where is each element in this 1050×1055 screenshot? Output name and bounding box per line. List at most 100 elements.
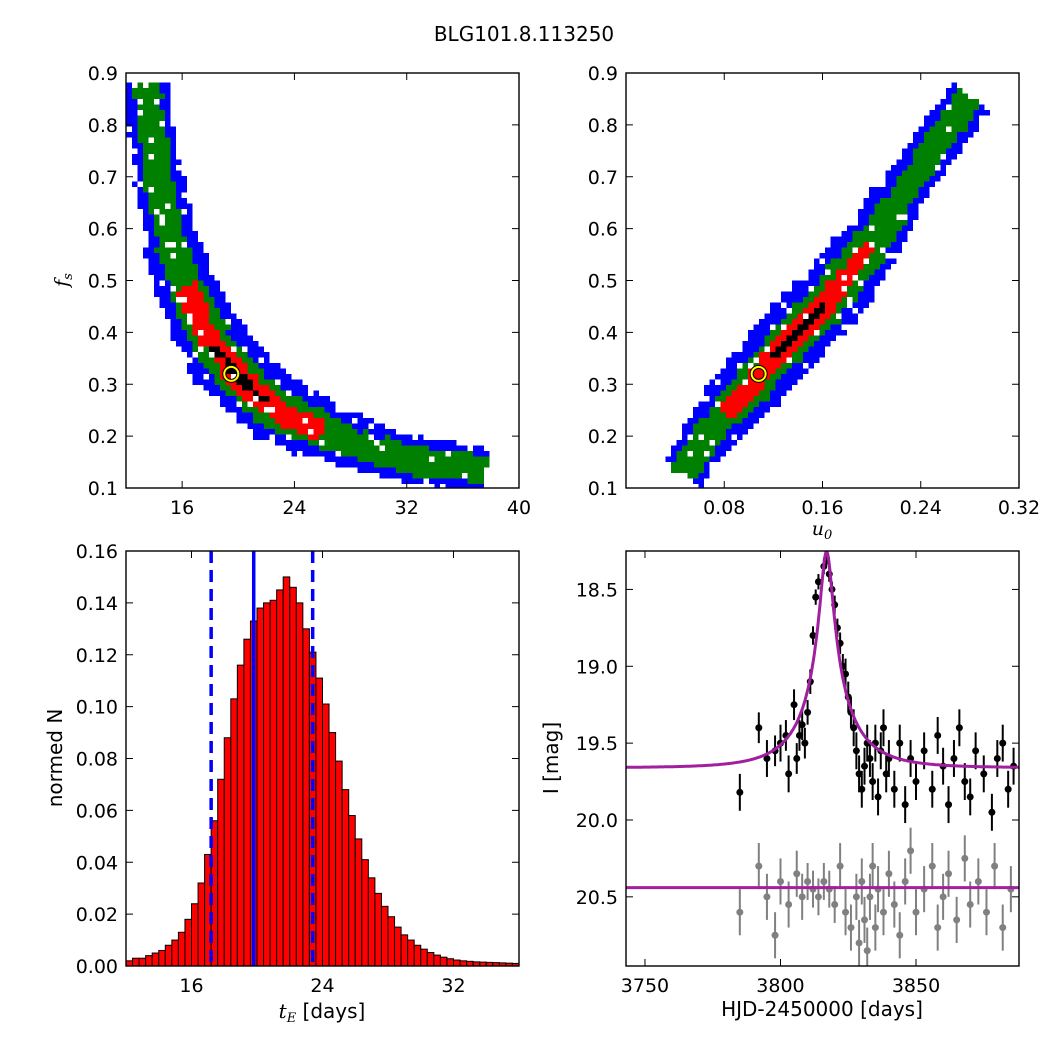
heatmap-cell (891, 198, 897, 204)
heatmap-cell (880, 275, 886, 281)
heatmap-cell (781, 330, 787, 336)
heatmap-cell (407, 456, 413, 462)
heatmap-cell (165, 269, 171, 275)
heatmap-cell (671, 467, 677, 473)
heatmap-cell (929, 143, 935, 149)
heatmap-cell (907, 143, 913, 149)
heatmap-cell (137, 192, 143, 198)
heatmap-cell (330, 434, 336, 440)
heatmap-cell (297, 385, 303, 391)
heatmap-cell (698, 445, 704, 451)
heatmap-cell (946, 88, 952, 94)
heatmap-cell (797, 308, 803, 314)
heatmap-cell (737, 401, 743, 407)
heatmap-cell (836, 253, 842, 259)
heatmap-cell (236, 379, 242, 385)
data-point (804, 708, 812, 716)
heatmap-cell (385, 462, 391, 468)
heatmap-cell (187, 286, 193, 292)
heatmap-cell (885, 176, 891, 182)
heatmap-cell (154, 181, 160, 187)
heatmap-cell (858, 225, 864, 231)
heatmap-cell (742, 363, 748, 369)
heatmap-cell (236, 418, 242, 424)
heatmap-cell (891, 247, 897, 253)
heatmap-cell (159, 176, 165, 182)
heatmap-cell (236, 357, 242, 363)
heatmap-cell (704, 412, 710, 418)
heatmap-cell (132, 121, 138, 127)
heatmap-cell (236, 341, 242, 347)
br-ylabel: I [mag] (539, 722, 563, 794)
heatmap-cell (165, 104, 171, 110)
heatmap-cell (957, 99, 963, 105)
heatmap-cell (924, 181, 930, 187)
heatmap-cell (187, 330, 193, 336)
heatmap-cell (176, 247, 182, 253)
heatmap-cell (214, 346, 220, 352)
heatmap-cell (374, 429, 380, 435)
heatmap-cell (885, 209, 891, 215)
heatmap-cell (863, 203, 869, 209)
heatmap-cell (346, 412, 352, 418)
heatmap-cell (159, 132, 165, 138)
heatmap-cell (731, 412, 737, 418)
y-tick-label: 0.6 (588, 219, 618, 241)
data-point (850, 724, 858, 732)
heatmap-cell (775, 374, 781, 380)
heatmap-cell (385, 451, 391, 457)
heatmap-cell (682, 440, 688, 446)
heatmap-cell (159, 269, 165, 275)
data-point (869, 862, 877, 870)
heatmap-cell (225, 313, 231, 319)
heatmap-cell (869, 280, 875, 286)
heatmap-cell (192, 346, 198, 352)
heatmap-cell (781, 319, 787, 325)
heatmap-cell (275, 385, 281, 391)
heatmap-cell (209, 368, 215, 374)
heatmap-cell (946, 110, 952, 116)
heatmap-cell (836, 330, 842, 336)
heatmap-cell (764, 335, 770, 341)
histogram-bar (191, 903, 199, 967)
heatmap-cell (451, 440, 457, 446)
heatmap-cell (159, 302, 165, 308)
heatmap-cell (412, 478, 418, 484)
heatmap-cell (693, 412, 699, 418)
heatmap-cell (198, 368, 204, 374)
heatmap-cell (770, 330, 776, 336)
heatmap-cell (935, 143, 941, 149)
heatmap-cell (880, 258, 886, 264)
heatmap-cell (379, 451, 385, 457)
heatmap-cell (154, 126, 160, 132)
heatmap-cell (847, 225, 853, 231)
heatmap-cell (335, 440, 341, 446)
heatmap-cell (165, 209, 171, 215)
heatmap-cell (132, 99, 138, 105)
heatmap-cell (786, 319, 792, 325)
heatmap-cell (324, 456, 330, 462)
heatmap-cell (962, 137, 968, 143)
heatmap-cell (165, 154, 171, 160)
histogram-bar (230, 698, 238, 967)
data-point (912, 908, 920, 916)
heatmap-cell (181, 203, 187, 209)
heatmap-cell (858, 275, 864, 281)
heatmap-cell (280, 374, 286, 380)
data-point (798, 893, 806, 901)
y-tick-label: 0.2 (588, 426, 618, 448)
heatmap-cell (726, 396, 732, 402)
heatmap-cell (170, 335, 176, 341)
heatmap-cell (962, 132, 968, 138)
heatmap-cell (731, 423, 737, 429)
heatmap-cell (775, 330, 781, 336)
heatmap-cell (225, 374, 231, 380)
heatmap-cell (726, 363, 732, 369)
heatmap-cell (242, 418, 248, 424)
heatmap-cell (676, 445, 682, 451)
heatmap-cell (330, 429, 336, 435)
heatmap-cell (148, 148, 154, 154)
y-tick-label: 19.0 (576, 656, 618, 678)
heatmap-cell (913, 176, 919, 182)
heatmap-cell (291, 407, 297, 413)
